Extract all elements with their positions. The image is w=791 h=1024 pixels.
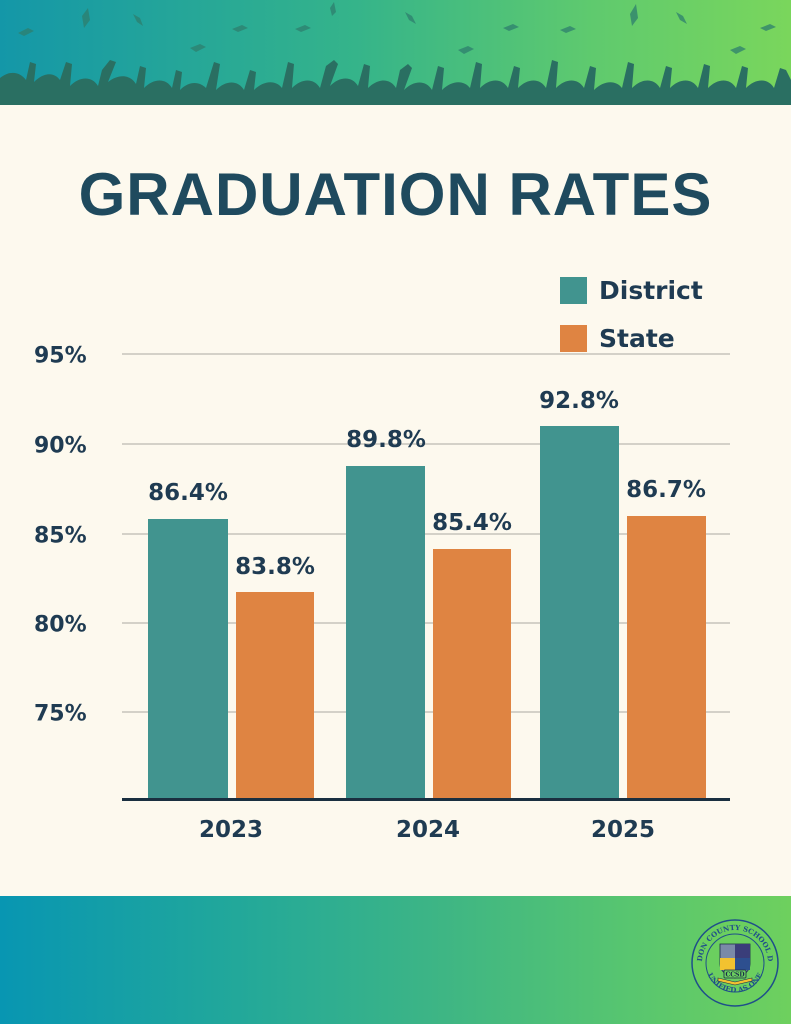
bar-label-2024-state: 85.4% (432, 510, 512, 536)
x-axis-baseline (122, 798, 730, 801)
legend-label-state: State (599, 323, 675, 353)
bar-2024-state (433, 549, 511, 800)
y-tick-75: 75% (34, 701, 87, 727)
school-district-seal-icon: CLARENDON COUNTY SCHOOL DISTRICT UNIFIED… (686, 911, 779, 1007)
state-swatch (560, 324, 587, 352)
x-tick-2024: 2024 (395, 817, 460, 843)
bar-label-2023-district: 86.4% (148, 480, 228, 506)
page-title: GRADUATION RATES (78, 161, 713, 228)
y-tick-90: 90% (34, 433, 87, 459)
bar-label-2025-district: 92.8% (539, 388, 619, 414)
bar-label-2025-state: 86.7% (626, 477, 706, 503)
legend-item-district: District (560, 266, 703, 314)
bar-label-2023-state: 83.8% (235, 554, 315, 580)
x-tick-2023: 2023 (198, 817, 263, 843)
gridline-90 (122, 443, 730, 445)
chart-legend: District State (560, 266, 703, 362)
bar-label-2024-district: 89.8% (346, 427, 426, 453)
gridline-85 (122, 533, 730, 535)
bar-2024-district (346, 466, 425, 800)
legend-label-district: District (599, 275, 703, 305)
gridline-80 (122, 622, 730, 624)
bar-2025-state (627, 516, 706, 800)
district-swatch (560, 276, 587, 304)
x-tick-2025: 2025 (590, 817, 655, 843)
bar-2023-state (236, 592, 314, 800)
bar-2023-district (148, 519, 228, 800)
bar-chart: 95% 90% 85% 80% 75% 86.4% 83.8% 89.8% 85… (34, 343, 730, 843)
legend-item-state: State (560, 314, 703, 362)
bar-2025-district (540, 426, 619, 800)
gridline-75 (122, 711, 730, 713)
graduation-cap-icon (18, 28, 34, 36)
bottom-gradient-banner (0, 896, 791, 1024)
y-tick-85: 85% (34, 523, 87, 549)
svg-text:CCSD: CCSD (725, 972, 744, 979)
district-seal-logo: CLARENDON COUNTY SCHOOL DISTRICT UNIFIED… (686, 911, 780, 1008)
top-graduation-banner (0, 0, 791, 105)
graduation-crowd-silhouette-icon (0, 2, 791, 105)
gridline-95 (122, 353, 730, 355)
y-tick-95: 95% (34, 343, 87, 369)
y-tick-80: 80% (34, 612, 87, 638)
